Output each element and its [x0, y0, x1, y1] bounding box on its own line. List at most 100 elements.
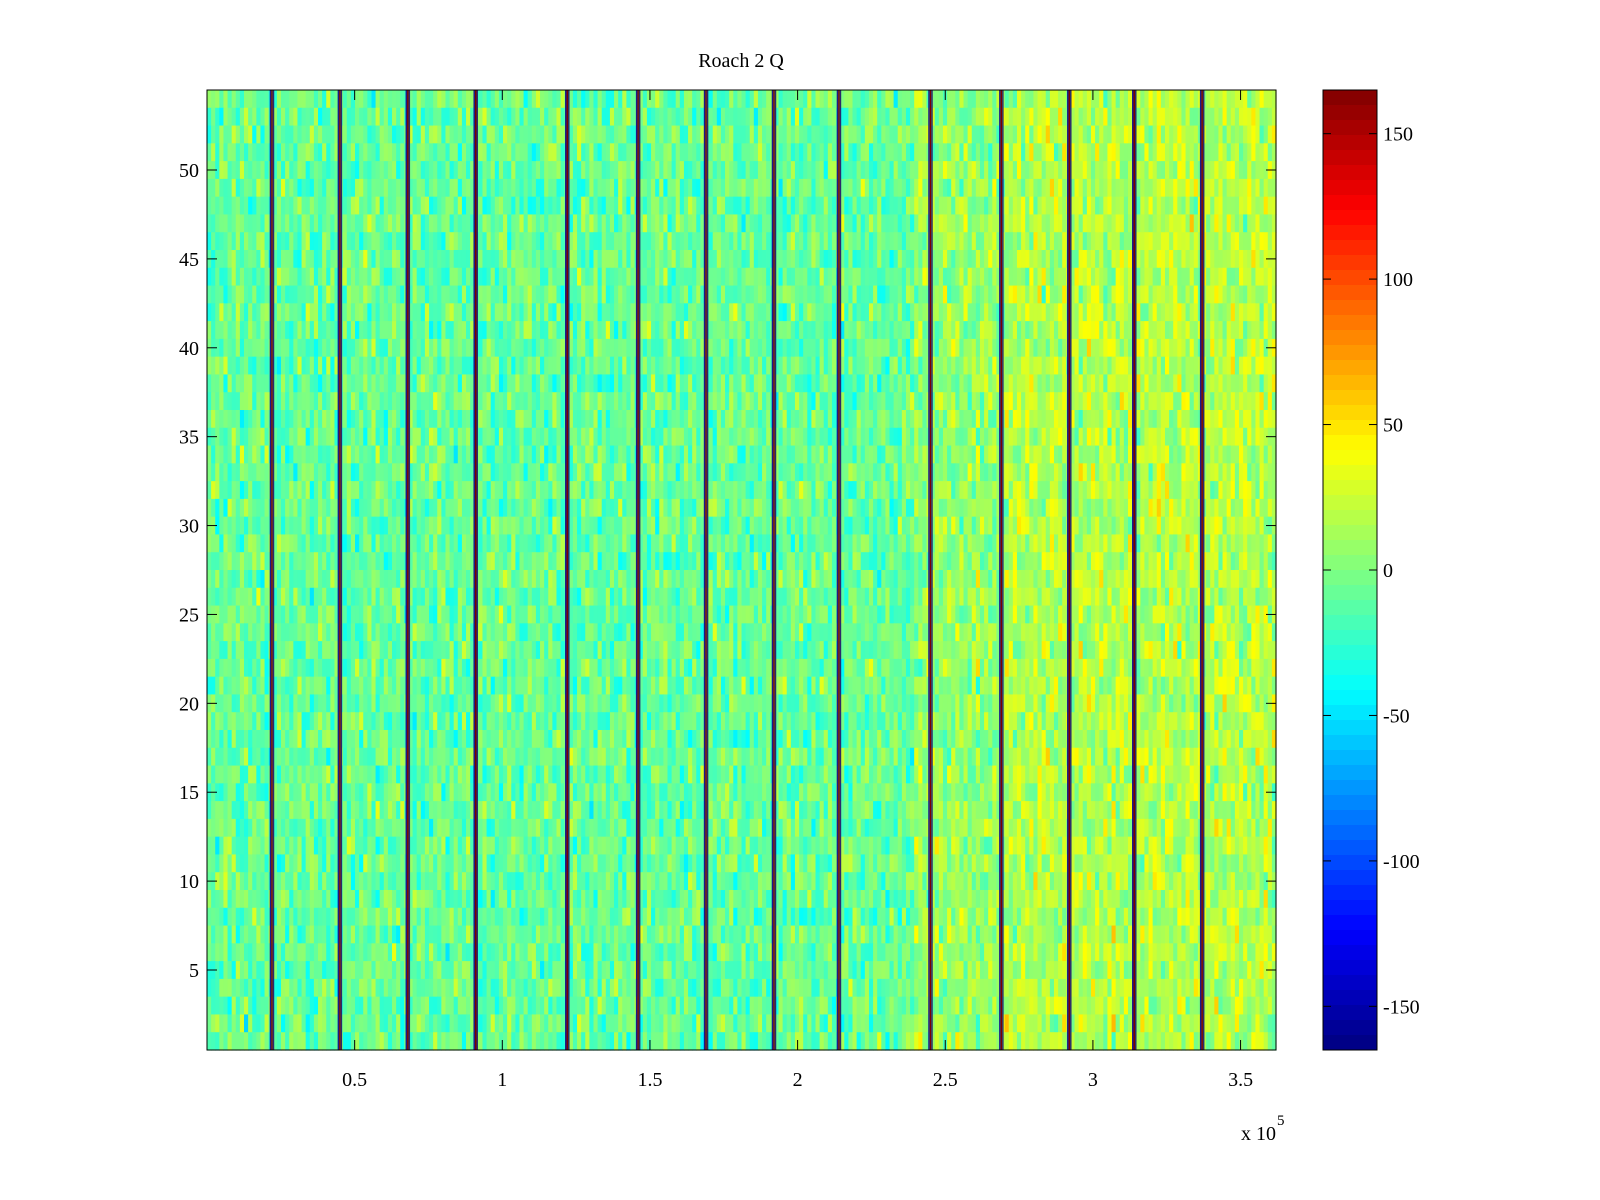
heatmap-cell	[1185, 267, 1191, 287]
heatmap-cell	[1206, 250, 1211, 269]
heatmap-cell	[918, 410, 924, 429]
heatmap-cell	[663, 232, 669, 251]
heatmap-cell	[1004, 178, 1010, 198]
heatmap-cell	[264, 410, 270, 429]
heatmap-cell	[930, 107, 936, 127]
heatmap-cell	[601, 178, 607, 198]
heatmap-cell	[1021, 196, 1026, 216]
heatmap-cell	[622, 285, 627, 304]
heatmap-cell	[651, 232, 656, 251]
heatmap-cell	[252, 196, 257, 216]
heatmap-cell	[659, 178, 664, 198]
heatmap-cell	[482, 321, 488, 340]
heatmap-cell	[597, 410, 603, 429]
heatmap-cell	[589, 90, 595, 109]
heatmap-cell	[297, 125, 303, 144]
heatmap-cell	[963, 214, 969, 233]
heatmap-cell	[827, 356, 833, 376]
heatmap-cell	[544, 196, 549, 216]
heatmap-cell	[1247, 143, 1252, 162]
heatmap-cell	[1041, 410, 1047, 429]
heatmap-cell	[988, 214, 993, 233]
heatmap-cell	[897, 338, 903, 358]
heatmap-cell	[527, 321, 533, 340]
heatmap-cell	[424, 356, 430, 376]
heatmap-cell	[1206, 285, 1211, 304]
heatmap-cell	[782, 356, 788, 376]
heatmap-cell	[840, 356, 845, 376]
heatmap-cell	[235, 196, 241, 216]
heatmap-cell	[359, 374, 364, 393]
heatmap-cell	[938, 374, 944, 393]
heatmap-cell	[605, 107, 611, 127]
heatmap-cell	[507, 303, 512, 322]
heatmap-cell	[219, 303, 225, 322]
heatmap-cell	[260, 214, 266, 233]
heatmap-cell	[363, 107, 368, 127]
heatmap-cell	[1181, 214, 1187, 233]
heatmap-cell	[276, 214, 282, 233]
heatmap-cell	[350, 232, 356, 251]
heatmap-cell	[918, 374, 924, 393]
heatmap-cell	[638, 232, 644, 251]
heatmap-cell	[1136, 90, 1141, 109]
heatmap-cell	[449, 374, 455, 393]
heatmap-cell	[572, 196, 578, 216]
heatmap-cell	[700, 410, 706, 429]
heatmap-cell	[412, 125, 418, 144]
heatmap-cell	[466, 214, 471, 233]
heatmap-cell	[350, 214, 356, 233]
heatmap-cell	[910, 410, 915, 429]
heatmap-cell	[305, 214, 311, 233]
heatmap-cell	[725, 356, 730, 376]
heatmap-cell	[461, 250, 467, 269]
heatmap-cell	[614, 196, 619, 216]
heatmap-cell	[272, 125, 278, 144]
heatmap-cell	[461, 410, 467, 429]
heatmap-cell	[757, 214, 763, 233]
heatmap-cell	[963, 321, 969, 340]
heatmap-cell	[971, 125, 977, 144]
heatmap-cell	[1251, 267, 1257, 287]
heatmap-cell	[1181, 250, 1187, 269]
heatmap-cell	[248, 303, 253, 322]
heatmap-cell	[466, 232, 471, 251]
heatmap-cell	[437, 125, 442, 144]
heatmap-cell	[1127, 178, 1133, 198]
heatmap-cell	[918, 90, 924, 109]
heatmap-cell	[272, 196, 278, 216]
heatmap-cell	[753, 410, 759, 429]
heatmap-cell	[1164, 267, 1170, 287]
heatmap-cell	[778, 338, 784, 358]
heatmap-cell	[301, 250, 307, 269]
heatmap-cell	[503, 214, 508, 233]
heatmap-cell	[466, 267, 471, 287]
heatmap-cell	[568, 90, 574, 109]
heatmap-cell	[1008, 374, 1014, 393]
heatmap-cell	[984, 303, 989, 322]
heatmap-cell	[478, 374, 484, 393]
heatmap-cell	[449, 107, 455, 127]
heatmap-cell	[1251, 321, 1257, 340]
heatmap-cell	[897, 392, 903, 411]
heatmap-cell	[548, 267, 553, 287]
heatmap-cell	[293, 356, 299, 376]
heatmap-cell	[350, 427, 356, 447]
heatmap-cell	[207, 303, 212, 322]
heatmap-cell	[992, 374, 998, 393]
heatmap-cell	[1004, 285, 1010, 304]
heatmap-cell	[877, 214, 882, 233]
heatmap-cell	[1193, 250, 1199, 269]
heatmap-cell	[852, 161, 858, 180]
heatmap-cell	[683, 107, 689, 127]
heatmap-cell	[1189, 214, 1195, 233]
heatmap-cell	[1086, 374, 1092, 393]
heatmap-cell	[1193, 338, 1199, 358]
heatmap-cell	[235, 321, 241, 340]
heatmap-cell	[1115, 125, 1121, 144]
heatmap-cell	[1016, 161, 1022, 180]
heatmap-cell	[350, 178, 356, 198]
heatmap-cell	[688, 267, 693, 287]
heatmap-cell	[355, 232, 360, 251]
heatmap-cell	[1259, 232, 1265, 251]
